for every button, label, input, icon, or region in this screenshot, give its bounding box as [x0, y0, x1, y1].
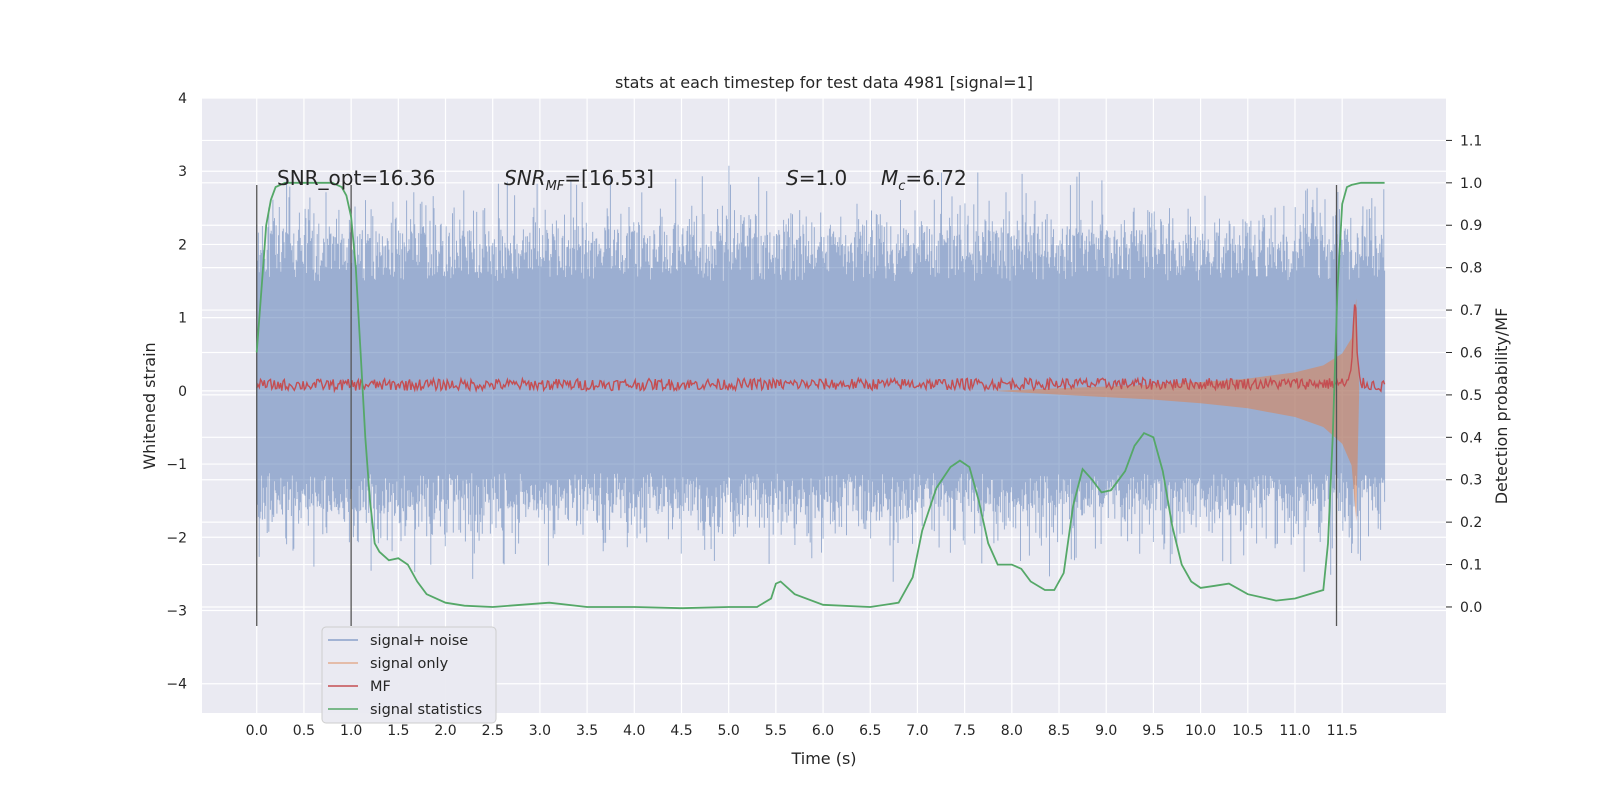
y2-tick-label: 0.8	[1460, 261, 1482, 277]
x-tick-label: 2.0	[434, 723, 456, 739]
y2-tick-label: 0.9	[1460, 218, 1482, 234]
y-tick-label: −2	[166, 530, 187, 546]
y-tick-label: 3	[178, 164, 187, 180]
x-tick-label: 7.0	[906, 723, 928, 739]
annotation-s: S=1.0	[786, 166, 847, 190]
x-tick-label: 5.0	[718, 723, 740, 739]
legend-label-mf: MF	[370, 679, 391, 695]
legend-label-signal-noise: signal+ noise	[370, 633, 468, 649]
x-tick-label: 4.5	[670, 723, 692, 739]
vertical-markers	[256, 185, 1338, 626]
x-axis-label: Time (s)	[790, 749, 856, 768]
y-tick-label: −1	[166, 457, 187, 473]
y2-tick-label: 1.1	[1460, 133, 1482, 149]
y-tick-label: −4	[166, 677, 187, 693]
y2-tick-label: 0.6	[1460, 345, 1482, 361]
y-tick-label: 4	[178, 91, 187, 107]
annotation-snr-mf: SNRMF=[16.53]	[504, 166, 654, 194]
x-tick-label: 9.5	[1142, 723, 1164, 739]
x-tick-label: 5.5	[765, 723, 787, 739]
annotation-mc: Mc=6.72	[881, 166, 967, 194]
x-tick-label: 0.5	[293, 723, 315, 739]
y-axis-ticks: 4 3 2 1 0 −1 −2 −3 −4	[166, 91, 187, 693]
x-tick-label: 10.5	[1232, 723, 1263, 739]
x-axis-ticks: 0.0 0.5 1.0 1.5 2.0 2.5 3.0 3.5 4.0 4.5 5.0 5.5 6.0 6…	[246, 723, 1358, 739]
legend-label-signal-only: signal only	[370, 656, 449, 672]
traces	[255, 165, 1386, 626]
y2-axis-label: Detection probability/MF	[1492, 308, 1511, 505]
series-signal-statistics	[255, 181, 1385, 610]
x-tick-label: 6.0	[812, 723, 834, 739]
x-tick-label: 2.5	[482, 723, 504, 739]
series-mf	[256, 304, 1386, 394]
x-tick-label: 9.0	[1095, 723, 1117, 739]
y2-tick-label: 0.0	[1460, 600, 1482, 616]
y-axis-label: Whitened strain	[140, 342, 159, 469]
y2-tick-label: 1.0	[1460, 176, 1482, 192]
chart-title: stats at each timestep for test data 498…	[615, 73, 1033, 92]
x-tick-label: 4.0	[623, 723, 645, 739]
series-signal-only	[992, 298, 1360, 522]
y-tick-label: −3	[166, 604, 187, 620]
legend-label-signal-statistics: signal statistics	[370, 702, 482, 718]
x-tick-label: 7.5	[954, 723, 976, 739]
y2-tick-label: 0.7	[1460, 303, 1482, 319]
x-tick-label: 8.5	[1048, 723, 1070, 739]
x-tick-label: 11.5	[1327, 723, 1358, 739]
y2-axis-ticks: 1.1 1.0 0.9 0.8 0.7 0.6 0.5 0.4 0.3 0.2 0.1 0.0	[1446, 133, 1482, 616]
legend-box	[321, 626, 497, 724]
x-tick-label: 10.0	[1185, 723, 1216, 739]
y-tick-label: 0	[178, 384, 187, 400]
y2-tick-label: 0.1	[1460, 558, 1482, 574]
y2-tick-label: 0.2	[1460, 515, 1482, 531]
y-tick-label: 2	[178, 237, 187, 253]
x-tick-label: 6.5	[859, 723, 881, 739]
x-tick-label: 8.0	[1001, 723, 1023, 739]
x-tick-label: 0.0	[246, 723, 268, 739]
annotations: SNR_opt=16.36 SNRMF=[16.53] S=1.0 Mc=6.7…	[277, 166, 967, 194]
y2-tick-label: 0.3	[1460, 473, 1482, 489]
x-tick-label: 11.0	[1279, 723, 1310, 739]
y2-tick-label: 0.4	[1460, 430, 1482, 446]
y-tick-label: 1	[178, 311, 187, 327]
x-tick-label: 3.0	[529, 723, 551, 739]
x-tick-label: 3.5	[576, 723, 598, 739]
annotation-snr-opt: SNR_opt=16.36	[277, 166, 435, 190]
x-tick-label: 1.0	[340, 723, 362, 739]
y2-tick-label: 0.5	[1460, 388, 1482, 404]
x-tick-label: 1.5	[387, 723, 409, 739]
legend: signal+ noise signal only MF signal stat…	[321, 626, 497, 724]
